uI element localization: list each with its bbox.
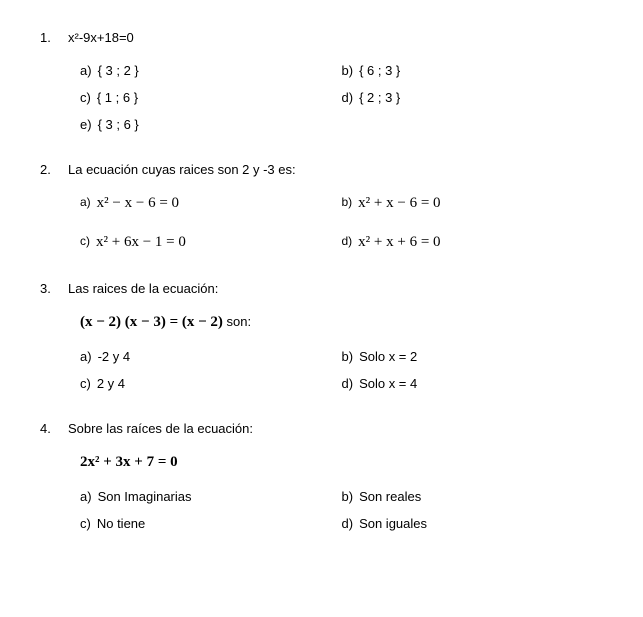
option-value: x² + x + 6 = 0 [358,234,603,251]
option-e: e) { 3 ; 6 } [80,117,342,132]
question-text: Sobre las raíces de la ecuación: [68,421,603,436]
question-number: 3. [40,281,68,296]
option-label: b) [342,349,354,364]
option-row: c) 2 y 4 d) Solo x = 4 [80,376,603,391]
option-label: b) [342,63,354,78]
option-row: c) { 1 ; 6 } d) { 2 ; 3 } [80,90,603,105]
question-text: x²-9x+18=0 [68,30,603,45]
option-empty [342,117,604,132]
option-c: c) 2 y 4 [80,376,342,391]
question-3: 3. Las raices de la ecuación: (x − 2) (x… [40,281,603,391]
option-value: { 3 ; 6 } [98,117,342,132]
option-a: a) -2 y 4 [80,349,342,364]
option-label: c) [80,516,91,531]
option-label: c) [80,234,90,248]
option-c: c) { 1 ; 6 } [80,90,342,105]
question-header: 2. La ecuación cuyas raices son 2 y -3 e… [40,162,603,177]
option-label: d) [342,376,354,391]
option-d: d) Son iguales [342,516,604,531]
question-header: 4. Sobre las raíces de la ecuación: [40,421,603,436]
option-label: b) [342,489,354,504]
option-label: c) [80,376,91,391]
option-row: a) -2 y 4 b) Solo x = 2 [80,349,603,364]
option-a: a) x² − x − 6 = 0 [80,195,342,212]
option-value: x² + 6x − 1 = 0 [96,234,342,251]
option-label: d) [342,234,353,248]
option-d: d) Solo x = 4 [342,376,604,391]
option-value: Son Imaginarias [98,489,342,504]
question-text: Las raices de la ecuación: [68,281,603,296]
option-row: a) Son Imaginarias b) Son reales [80,489,603,504]
option-value: -2 y 4 [98,349,342,364]
option-value: { 1 ; 6 } [97,90,342,105]
option-value: x² + x − 6 = 0 [358,195,603,212]
option-value: { 6 ; 3 } [359,63,603,78]
option-d: d) x² + x + 6 = 0 [342,234,604,251]
option-value: { 2 ; 3 } [359,90,603,105]
option-c: c) No tiene [80,516,342,531]
options: a) x² − x − 6 = 0 b) x² + x − 6 = 0 c) x… [80,195,603,251]
option-label: e) [80,117,92,132]
question-expression: (x − 2) (x − 3) = (x − 2) son: [80,314,603,331]
question-1: 1. x²-9x+18=0 a) { 3 ; 2 } b) { 6 ; 3 } … [40,30,603,132]
question-4: 4. Sobre las raíces de la ecuación: 2x² … [40,421,603,531]
question-2: 2. La ecuación cuyas raices son 2 y -3 e… [40,162,603,251]
option-value: Son iguales [359,516,603,531]
expression-math: (x − 2) (x − 3) = (x − 2) [80,314,223,330]
question-number: 4. [40,421,68,436]
option-row: e) { 3 ; 6 } [80,117,603,132]
question-header: 3. Las raices de la ecuación: [40,281,603,296]
question-expression: 2x² + 3x + 7 = 0 [80,454,603,471]
option-row: c) x² + 6x − 1 = 0 d) x² + x + 6 = 0 [80,234,603,251]
options: a) { 3 ; 2 } b) { 6 ; 3 } c) { 1 ; 6 } d… [80,63,603,132]
option-label: d) [342,90,354,105]
option-row: a) x² − x − 6 = 0 b) x² + x − 6 = 0 [80,195,603,212]
option-value: Solo x = 4 [359,376,603,391]
option-row: c) No tiene d) Son iguales [80,516,603,531]
option-b: b) x² + x − 6 = 0 [342,195,604,212]
option-value: x² − x − 6 = 0 [97,195,342,212]
option-c: c) x² + 6x − 1 = 0 [80,234,342,251]
option-value: Son reales [359,489,603,504]
option-label: a) [80,195,91,209]
option-label: c) [80,90,91,105]
question-number: 1. [40,30,68,45]
question-text: La ecuación cuyas raices son 2 y -3 es: [68,162,603,177]
option-d: d) { 2 ; 3 } [342,90,604,105]
option-row: a) { 3 ; 2 } b) { 6 ; 3 } [80,63,603,78]
option-label: b) [342,195,353,209]
question-header: 1. x²-9x+18=0 [40,30,603,45]
expression-suffix: son: [227,314,252,329]
option-b: b) Son reales [342,489,604,504]
option-a: a) { 3 ; 2 } [80,63,342,78]
options: a) -2 y 4 b) Solo x = 2 c) 2 y 4 d) Solo… [80,349,603,391]
options: a) Son Imaginarias b) Son reales c) No t… [80,489,603,531]
option-value: Solo x = 2 [359,349,603,364]
option-value: 2 y 4 [97,376,342,391]
option-value: { 3 ; 2 } [98,63,342,78]
option-label: a) [80,63,92,78]
option-value: No tiene [97,516,342,531]
option-label: d) [342,516,354,531]
expression-math: 2x² + 3x + 7 = 0 [80,454,178,470]
option-label: a) [80,489,92,504]
option-b: b) { 6 ; 3 } [342,63,604,78]
option-b: b) Solo x = 2 [342,349,604,364]
option-label: a) [80,349,92,364]
option-a: a) Son Imaginarias [80,489,342,504]
question-number: 2. [40,162,68,177]
